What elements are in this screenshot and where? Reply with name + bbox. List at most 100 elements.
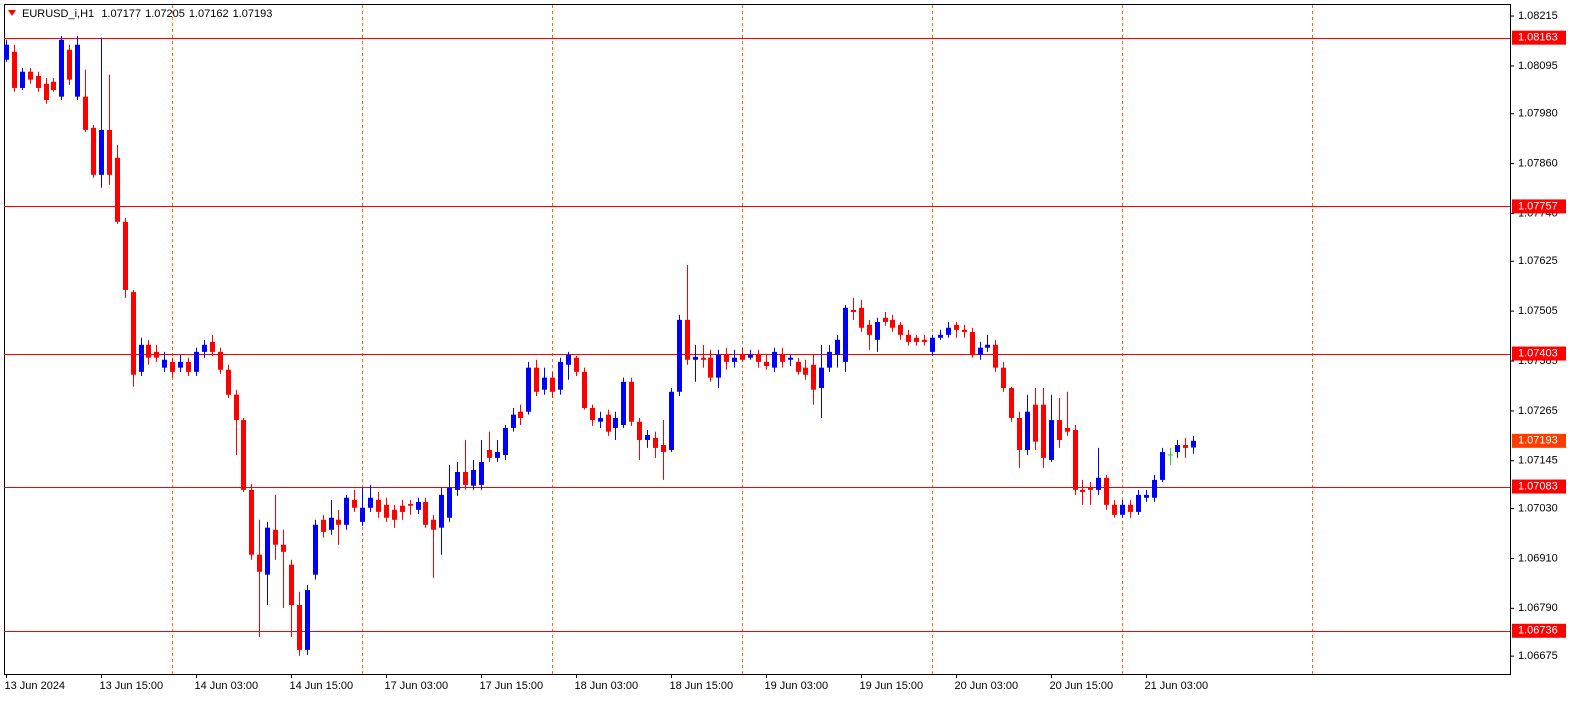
open-price: 1.07177: [101, 8, 141, 20]
candle-body: [313, 524, 318, 575]
candle-body: [1112, 504, 1117, 515]
candle-body: [44, 83, 49, 101]
candle-body: [526, 367, 531, 412]
candle-body: [1183, 444, 1188, 448]
candle-body: [946, 327, 951, 335]
candle-body: [835, 339, 840, 355]
candle-body: [28, 71, 33, 80]
candle-body: [653, 437, 658, 448]
marks: [4, 5, 1510, 674]
x-tick-label: 13 Jun 2024: [5, 680, 66, 692]
candle-body: [305, 590, 310, 650]
level-label: 1.07757: [1518, 200, 1558, 212]
candle-body: [906, 334, 911, 342]
candle-body: [574, 357, 579, 372]
candle-body: [724, 354, 729, 362]
candle-body: [297, 605, 302, 650]
candle-body: [890, 319, 895, 328]
x-tick-label: 17 Jun 03:00: [385, 680, 449, 692]
x-tick-label: 21 Jun 03:00: [1145, 680, 1209, 692]
candle-body: [780, 354, 785, 362]
candle-body: [384, 504, 389, 518]
candle-body: [487, 449, 492, 458]
candle-body: [613, 417, 618, 428]
candle-body: [558, 361, 563, 390]
candle-body: [202, 344, 207, 352]
level-label-bg: [1512, 199, 1566, 214]
candle-body: [139, 344, 144, 372]
chart-header: EURUSD_i,H1 1.07177 1.07205 1.07162 1.07193: [22, 8, 272, 20]
candle-body: [321, 519, 326, 532]
candle-body: [788, 357, 793, 360]
candle-body: [518, 411, 523, 418]
candle-body: [131, 292, 136, 375]
candle-body: [1017, 417, 1022, 450]
level-label: 1.07403: [1518, 347, 1558, 359]
candle-body: [495, 452, 500, 458]
price-label-bg: [1512, 433, 1566, 448]
candle-body: [898, 324, 903, 335]
y-tick-label: 1.07145: [1518, 455, 1558, 467]
candle-body: [12, 51, 17, 88]
candle-body: [566, 354, 571, 365]
candle-body: [534, 367, 539, 392]
candle-body: [859, 307, 864, 328]
candle-body: [970, 331, 975, 355]
y-tick-label: 1.07265: [1518, 405, 1558, 417]
close-price: 1.07193: [233, 8, 273, 20]
x-tick-label: 18 Jun 15:00: [670, 680, 734, 692]
candle-body: [1152, 479, 1157, 498]
candle-body: [1175, 444, 1180, 453]
axes: 1.082151.080951.079801.078601.077401.076…: [5, 10, 1566, 692]
candle-body: [985, 344, 990, 348]
candle-body: [1009, 388, 1014, 418]
candle-body: [281, 544, 286, 552]
candle-body: [4, 44, 9, 60]
candle-body: [273, 529, 278, 545]
candle-body: [257, 554, 262, 572]
candle-body: [241, 420, 246, 490]
y-tick-label: 1.07980: [1518, 108, 1558, 120]
candle-body: [883, 317, 888, 322]
candle-body: [954, 324, 959, 330]
candle-body: [1104, 477, 1109, 505]
candle-body: [740, 354, 745, 360]
plot-frame: [4, 4, 1511, 675]
candle-body: [376, 499, 381, 512]
candle-body: [249, 489, 254, 555]
candle-body: [1049, 420, 1054, 460]
candle-body: [178, 361, 183, 368]
candle-body: [51, 81, 56, 91]
candle-body: [186, 361, 191, 372]
candle-body: [416, 501, 421, 510]
candle-body: [685, 319, 690, 360]
candle-body: [99, 129, 104, 175]
x-tick-label: 20 Jun 03:00: [955, 680, 1019, 692]
candle-body: [550, 377, 555, 392]
candle-body: [922, 339, 927, 342]
candle-body: [1041, 404, 1046, 458]
y-tick-label: 1.07030: [1518, 502, 1558, 514]
x-tick-label: 19 Jun 15:00: [860, 680, 924, 692]
candle-body: [606, 414, 611, 432]
candle-body: [764, 361, 769, 367]
menu-triangle[interactable]: [8, 10, 16, 16]
candle-body: [352, 499, 357, 508]
candle-body: [170, 361, 175, 372]
candle-body: [716, 354, 721, 378]
candle-body: [756, 354, 761, 362]
candle-body: [598, 417, 603, 422]
candle-body: [772, 351, 777, 368]
x-tick-label: 17 Jun 15:00: [480, 680, 544, 692]
candle-body: [1191, 440, 1196, 448]
candle-body: [629, 381, 634, 422]
candle-body: [368, 497, 373, 508]
candle-body: [1144, 494, 1149, 498]
candle-body: [162, 359, 167, 368]
y-tick-label: 1.06910: [1518, 552, 1558, 564]
candle-body: [431, 519, 436, 530]
candle-body: [645, 435, 650, 440]
x-tick-label: 13 Jun 15:00: [100, 680, 164, 692]
